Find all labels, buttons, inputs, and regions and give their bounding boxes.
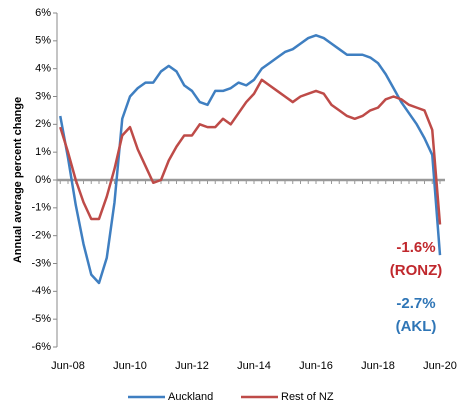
x-tick-label: Jun-12 [175,360,209,372]
series-line [59,34,442,285]
y-tick-label: 3% [35,90,51,102]
y-tick-label: 6% [35,7,51,19]
x-tick-label: Jun-18 [361,360,395,372]
y-tick-label: -6% [31,341,51,353]
annotation: (RONZ) [390,262,443,279]
y-tick-label: 4% [35,63,51,75]
x-tick-label: Jun-16 [299,360,333,372]
x-tick-label: Jun-20 [423,360,457,372]
x-tick-label: Jun-14 [237,360,271,372]
y-tick-label: -3% [31,257,51,269]
y-tick-label: 1% [35,146,51,158]
y-tick-label: 5% [35,35,51,47]
y-tick-label: -2% [31,230,51,242]
annotation: (AKL) [396,318,437,335]
y-tick-label: 2% [35,118,51,130]
y-tick-label: -1% [31,202,51,214]
y-axis-title: Annual average percent change [12,97,24,263]
x-tick-label: Jun-10 [113,360,147,372]
legend-label: Auckland [168,391,213,403]
series-line [59,78,442,225]
y-tick-label: -5% [31,313,51,325]
x-tick-label: Jun-08 [51,360,85,372]
legend-label: Rest of NZ [281,391,334,403]
y-tick-label: -4% [31,285,51,297]
annotation: -2.7% [396,295,435,312]
annotation: -1.6% [396,239,435,256]
y-tick-label: 0% [35,174,51,186]
